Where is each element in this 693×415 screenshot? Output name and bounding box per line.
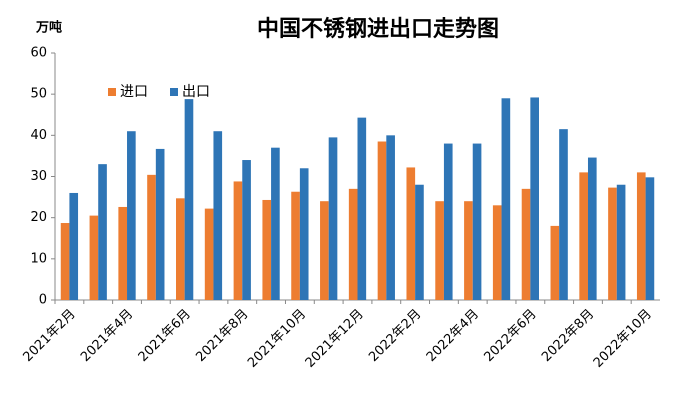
y-tick-label: 10 xyxy=(30,251,47,266)
bar xyxy=(155,148,165,300)
bar xyxy=(521,188,531,300)
bar xyxy=(377,141,387,300)
bar xyxy=(492,205,502,300)
bar xyxy=(69,192,79,300)
x-tick-label: 2021年8月 xyxy=(193,307,251,365)
bar xyxy=(616,184,626,300)
bar xyxy=(89,215,99,300)
bar xyxy=(213,131,223,300)
bar xyxy=(579,172,588,300)
legend-swatch xyxy=(170,88,178,96)
bar xyxy=(559,129,568,300)
x-tick-label: 2021年2月 xyxy=(20,307,78,365)
x-tick-label: 2021年6月 xyxy=(136,307,194,365)
bar xyxy=(328,137,338,300)
bar xyxy=(271,147,280,300)
bar xyxy=(147,174,156,300)
bar xyxy=(176,198,185,300)
bar xyxy=(320,201,329,300)
x-tick-label: 2021年4月 xyxy=(78,307,136,365)
bar xyxy=(204,208,214,300)
bar xyxy=(608,187,617,300)
bar xyxy=(645,177,655,300)
bar xyxy=(233,181,243,300)
bar xyxy=(118,206,128,300)
y-tick-label: 40 xyxy=(30,128,47,143)
chart-title: 中国不锈钢进出口走势图 xyxy=(257,16,499,42)
bar xyxy=(262,199,272,300)
y-tick-label: 50 xyxy=(30,87,47,102)
x-tick-label: 2022年8月 xyxy=(539,307,597,365)
legend-label: 出口 xyxy=(182,84,210,100)
bar xyxy=(587,157,597,300)
legend-label: 进口 xyxy=(120,84,148,100)
bar xyxy=(636,172,646,300)
y-tick-label: 30 xyxy=(30,169,47,184)
bar xyxy=(357,117,367,300)
y-tick-label: 0 xyxy=(39,293,47,308)
bar xyxy=(472,143,482,300)
y-tick-label: 20 xyxy=(30,210,47,225)
bar xyxy=(242,160,251,300)
x-tick-label: 2022年10月 xyxy=(591,307,655,371)
bar xyxy=(291,191,300,300)
bar xyxy=(184,99,194,301)
bar xyxy=(530,97,539,301)
bar xyxy=(406,167,416,300)
bar xyxy=(386,135,395,300)
bar xyxy=(348,188,358,300)
x-tick-label: 2022年4月 xyxy=(424,307,482,365)
legend-swatch xyxy=(108,88,116,96)
bar xyxy=(550,225,560,300)
y-tick-label: 60 xyxy=(30,46,47,61)
bar xyxy=(60,223,70,300)
bar xyxy=(501,98,511,301)
x-tick-label: 2022年6月 xyxy=(481,307,539,365)
bar xyxy=(435,201,444,300)
bar xyxy=(443,143,453,300)
y-axis-label: 万吨 xyxy=(35,20,62,36)
x-tick-label: 2021年10月 xyxy=(245,307,309,371)
x-tick-label: 2022年2月 xyxy=(366,307,424,365)
bar xyxy=(299,168,309,300)
bar xyxy=(98,164,107,300)
x-tick-label: 2021年12月 xyxy=(303,307,367,371)
bar xyxy=(127,131,136,300)
bar xyxy=(464,201,473,300)
bar xyxy=(415,184,424,300)
